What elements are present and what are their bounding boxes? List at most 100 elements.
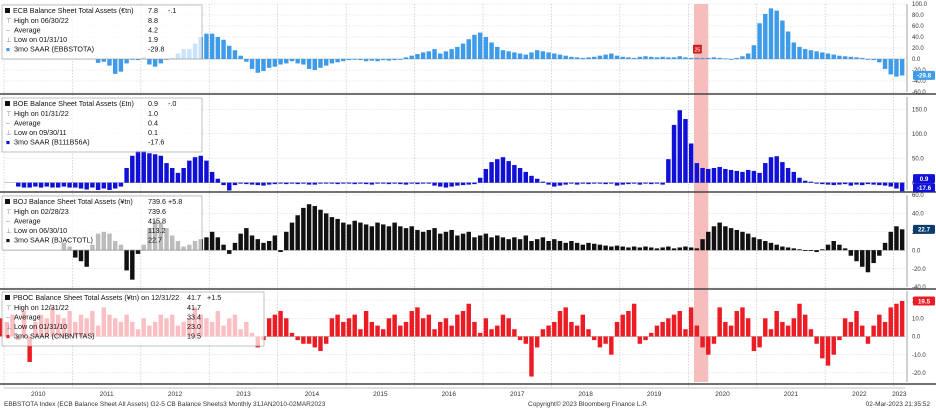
data-bar [392, 222, 397, 251]
data-bar [774, 10, 779, 60]
covid-highlight-band [694, 4, 709, 382]
data-bar [791, 248, 797, 251]
data-bar [620, 56, 625, 59]
data-bar [614, 182, 620, 186]
data-bar [50, 182, 55, 188]
data-bar [660, 56, 665, 59]
data-bar [546, 52, 551, 59]
data-bar [654, 182, 660, 184]
data-bar [671, 124, 677, 183]
data-bar [386, 318, 392, 337]
legend-row-label: 3mo SAAR (EBBSTOTA) [14, 45, 94, 54]
data-bar [899, 59, 905, 76]
data-bar [717, 307, 722, 337]
y-tick-label: 100.0 [912, 2, 928, 8]
footer-copyright: Copyright© 2023 Bloomberg Finance L.P. [528, 401, 648, 408]
x-tick-label: 2017 [510, 391, 525, 398]
data-bar [124, 250, 129, 271]
data-bar [574, 182, 580, 185]
data-bar [164, 163, 169, 183]
data-bar [877, 182, 882, 186]
data-bar [546, 325, 551, 337]
legend-row-marker: ⊥ [6, 37, 12, 44]
data-bar [677, 110, 682, 183]
data-bar [284, 59, 289, 64]
data-bar [643, 182, 648, 184]
data-bar [272, 235, 278, 251]
data-bar [723, 168, 728, 183]
data-bar [426, 314, 432, 337]
x-tick-label: 2022 [852, 391, 867, 398]
data-bar [677, 56, 682, 59]
data-bar [626, 57, 631, 59]
data-bar [563, 242, 568, 251]
data-bar [552, 182, 557, 187]
legend-row-marker: ⊤ [6, 305, 12, 312]
data-bar [323, 59, 329, 66]
data-bar [284, 318, 289, 337]
data-bar [455, 182, 460, 186]
legend-row-label: 3mo SAAR (BJACTOTL) [14, 236, 93, 245]
data-bar [751, 45, 757, 59]
data-bar [774, 156, 779, 183]
panel-1: 100.080.060.040.020.00.0-20.0-40.0-60.0-… [0, 2, 936, 96]
data-bar [312, 206, 318, 251]
data-bar [415, 54, 420, 59]
x-tick-label: 2019 [647, 391, 662, 398]
data-bar [626, 182, 631, 185]
data-bar [124, 59, 129, 64]
data-bar [306, 182, 312, 185]
data-bar [814, 250, 819, 253]
data-bar [466, 182, 471, 185]
data-bar [825, 244, 831, 251]
data-bar [232, 182, 238, 186]
data-bar [785, 325, 791, 337]
data-bar [523, 171, 529, 183]
y-tick-label: 60.0 [912, 24, 924, 30]
data-bar [55, 182, 61, 188]
data-bar [147, 153, 152, 183]
data-bar [820, 182, 825, 185]
data-bar [398, 182, 403, 185]
y-tick-label: 0.0 [912, 57, 921, 63]
data-bar [768, 242, 774, 251]
data-bar [266, 59, 272, 68]
data-bar [871, 182, 876, 185]
data-bar [597, 182, 603, 184]
data-bar [557, 182, 563, 186]
data-bar [563, 307, 568, 337]
data-bar [757, 172, 762, 183]
data-bar [152, 154, 158, 183]
data-bar [546, 182, 551, 185]
data-bar [654, 248, 660, 251]
data-bar [198, 155, 203, 183]
last-value-tag [913, 174, 935, 184]
data-bar [352, 314, 357, 337]
data-bar [204, 237, 209, 251]
data-bar [717, 222, 722, 251]
data-bar [363, 224, 369, 251]
data-bar [860, 182, 865, 186]
data-bar [700, 239, 705, 251]
legend-row-value: -29.8 [148, 45, 164, 54]
data-bar [734, 229, 739, 251]
legend-row-marker: ⊤ [6, 209, 12, 216]
data-bar [745, 318, 751, 337]
data-bar [472, 321, 477, 337]
data-bar [38, 182, 44, 188]
data-bar [403, 228, 409, 251]
data-bar [175, 172, 181, 183]
data-bar [854, 250, 859, 262]
data-bar [643, 246, 648, 251]
data-bar [626, 311, 631, 337]
data-bar [894, 59, 899, 77]
legend-row-value: 22.7 [148, 236, 162, 245]
data-bar [643, 56, 648, 59]
data-bar [734, 57, 739, 59]
data-bar [842, 182, 848, 185]
data-bar [438, 53, 443, 59]
data-bar [415, 229, 420, 251]
data-bar [700, 336, 705, 348]
data-bar [244, 228, 249, 251]
data-bar [449, 182, 454, 187]
